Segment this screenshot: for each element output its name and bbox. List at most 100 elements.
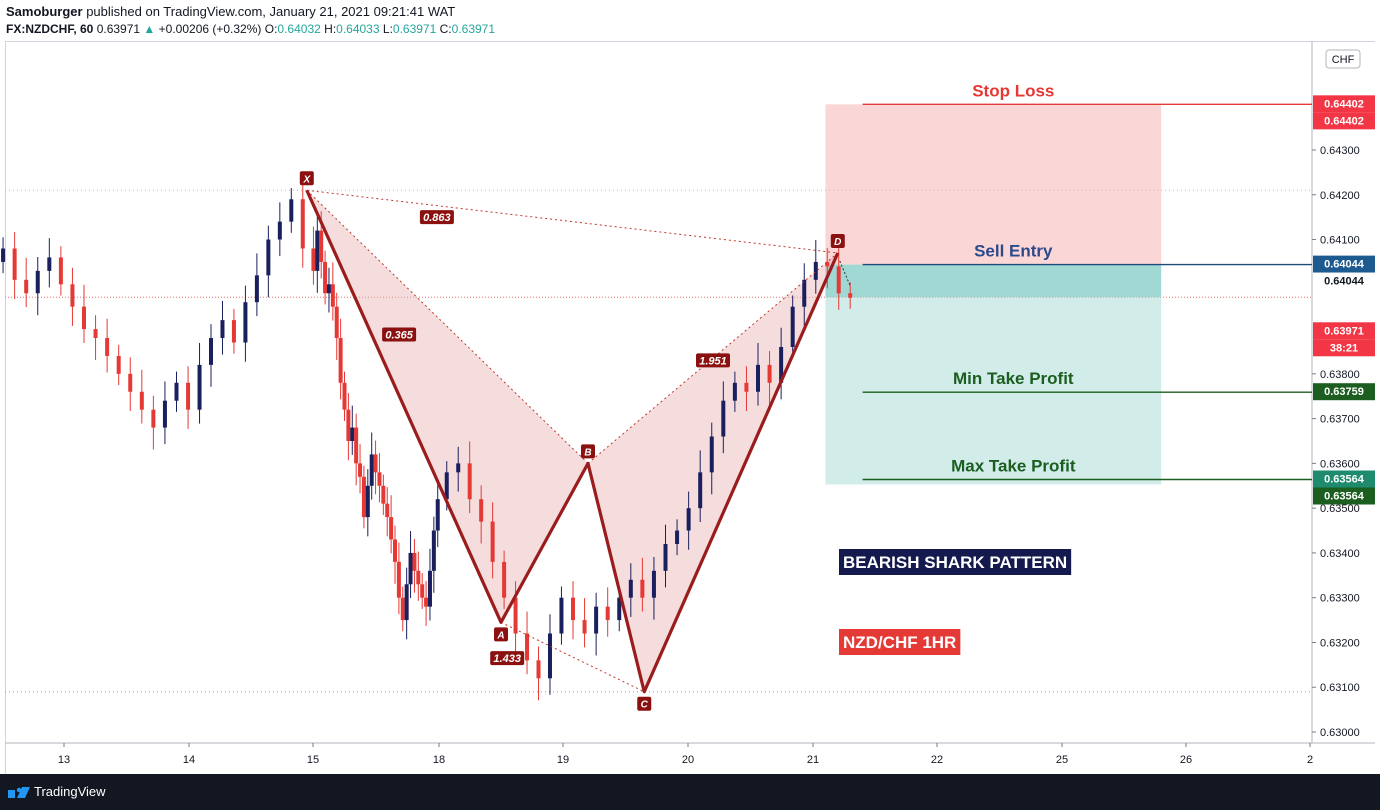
candle-body <box>571 597 575 621</box>
candle <box>420 573 425 609</box>
y-tick-label: 0.63200 <box>1320 637 1360 649</box>
candle <box>338 318 343 400</box>
price-change: +0.00206 (+0.32%) <box>158 22 262 36</box>
price-label: 0.64044 <box>1313 272 1375 290</box>
candle-body <box>354 427 359 464</box>
candle <box>174 371 179 412</box>
price-label-bg <box>1313 95 1375 113</box>
candle-body <box>732 382 737 401</box>
candle <box>756 342 760 406</box>
candle-body <box>502 561 507 598</box>
point-label-bg <box>299 171 314 186</box>
candle-body <box>431 530 436 571</box>
candle <box>151 395 156 450</box>
high-label: H: <box>324 22 337 36</box>
candle <box>323 250 328 305</box>
candle <box>330 262 335 321</box>
pair-timeframe-title-bg <box>839 629 961 655</box>
point-label-c: C <box>637 696 652 711</box>
candle-body <box>420 584 425 598</box>
candle-body <box>435 499 440 531</box>
y-tick-label: 0.63300 <box>1320 593 1360 605</box>
tradingview-footer: TradingView <box>0 774 1380 810</box>
candle <box>408 530 413 599</box>
candle-body <box>536 660 541 679</box>
point-label-x: X <box>299 171 314 186</box>
candle-body <box>651 570 656 598</box>
candle-body <box>334 306 339 339</box>
candle <box>400 586 405 632</box>
candle-body <box>82 306 86 330</box>
candle <box>427 548 432 621</box>
candle <box>404 567 409 640</box>
tradingview-brand[interactable]: TradingView <box>34 784 106 799</box>
candle <box>536 646 541 701</box>
candle <box>431 516 436 593</box>
candle <box>686 491 691 550</box>
candle-body <box>323 261 328 294</box>
candle <box>490 502 495 579</box>
candle <box>116 344 121 386</box>
candle-body <box>1 248 6 262</box>
tradingview-logo-icon[interactable] <box>8 785 30 799</box>
candle <box>24 257 29 308</box>
candle <box>266 225 271 298</box>
price-label-text: 0.64402 <box>1324 115 1364 127</box>
candle-body <box>427 570 432 607</box>
candle-body <box>186 382 191 410</box>
candle-body <box>709 436 714 473</box>
candle <box>277 202 282 257</box>
candle-body <box>358 463 363 477</box>
price-label: 0.63971 <box>1313 322 1375 340</box>
candle-body <box>767 364 772 383</box>
candle <box>396 542 401 615</box>
candle <box>58 246 63 296</box>
candle <box>128 357 133 412</box>
candle <box>82 284 86 343</box>
candle <box>315 216 320 293</box>
x-tick-label: 18 <box>433 754 445 766</box>
candle-body <box>456 463 461 473</box>
candle-body <box>70 284 75 307</box>
candle-body <box>381 485 386 504</box>
candle <box>416 551 421 601</box>
candle-body <box>128 373 133 392</box>
candle <box>582 598 587 648</box>
symbol-label[interactable]: FX:NZDCHF, 60 <box>6 22 94 36</box>
candle-body <box>408 552 413 585</box>
price-label-text: 0.63971 <box>1324 325 1364 337</box>
candle <box>326 267 331 313</box>
price-label-text: 0.63564 <box>1324 474 1365 486</box>
candle <box>254 253 259 317</box>
candle-body <box>825 261 830 267</box>
candle <box>393 525 398 584</box>
x-tick-label: 19 <box>557 754 569 766</box>
candle-body <box>350 427 355 441</box>
candle-body <box>396 561 401 598</box>
y-tick-label: 0.63800 <box>1320 369 1360 381</box>
x-tick-label: 20 <box>682 754 694 766</box>
candle-body <box>389 517 394 540</box>
point-label-d: D <box>830 233 845 248</box>
candle <box>456 446 461 492</box>
candle-body <box>220 320 225 339</box>
candle <box>334 292 339 360</box>
candle-body <box>393 539 398 562</box>
candle <box>790 295 795 359</box>
candlestick-chart[interactable]: 0.863 0.365 1.951 1.433 X A B C D Stop Loss Sell E… <box>0 0 1380 774</box>
candle <box>836 247 841 310</box>
candle <box>825 248 830 289</box>
author-name[interactable]: Samoburger <box>6 4 83 19</box>
candle <box>802 263 807 326</box>
candle-body <box>338 338 343 383</box>
candle-body <box>594 606 599 634</box>
chart-frame-top <box>5 41 1375 42</box>
price-label-bg <box>1313 487 1375 505</box>
candle-body <box>721 400 726 437</box>
candle-body <box>361 476 366 518</box>
change-up-icon: ▲ <box>143 22 156 36</box>
candle-body <box>12 248 17 280</box>
candle-body <box>675 530 680 544</box>
ratio-label-bg <box>696 353 730 368</box>
pattern-title-text: BEARISH SHARK PATTERN <box>843 553 1067 572</box>
